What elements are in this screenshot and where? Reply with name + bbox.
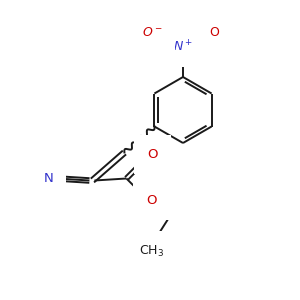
Text: N: N [44,172,53,185]
Text: O: O [146,194,157,207]
Text: O: O [209,26,219,38]
Text: $O^-$: $O^-$ [142,26,162,38]
Text: O: O [147,148,158,161]
Text: CH$_3$: CH$_3$ [139,244,164,259]
Text: $N^+$: $N^+$ [173,39,193,55]
